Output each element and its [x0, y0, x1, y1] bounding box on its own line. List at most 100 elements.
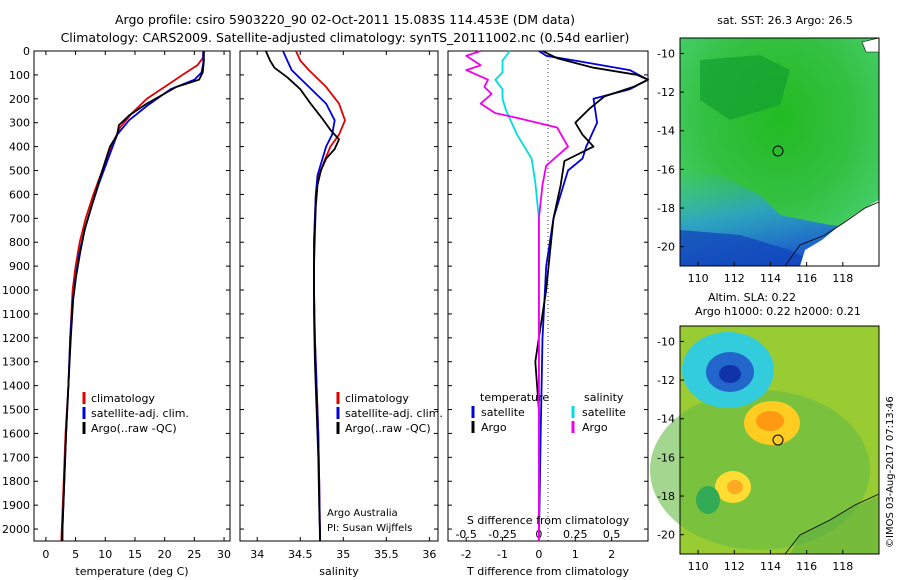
- depth-axis-ticks: 0 100 200 300 400 500 600 700 800 900 1000 1100 1200…: [2, 45, 230, 536]
- difference-panel: -2 -1 0 1 2-0.5 -0.25 0 0.25 0.5 temperature sat…: [447, 50, 649, 578]
- argo-raw-qc--line: [264, 50, 340, 542]
- x-tick-label: 35: [336, 548, 350, 561]
- lon-tick-label: 110: [688, 272, 709, 285]
- lon-tick-label: 110: [688, 560, 709, 573]
- lat-tick-label: -20: [657, 529, 675, 542]
- temperature-argo-line: [534, 50, 649, 541]
- sst-argo-position-marker: [772, 145, 784, 157]
- legend-title-salinity: salinity: [584, 391, 624, 404]
- legend-title-temperature: temperature: [480, 391, 549, 404]
- t-tick-label: -2: [461, 548, 472, 561]
- depth-tick-label: 1200: [2, 332, 30, 345]
- lat-tick-label: -12: [657, 86, 675, 99]
- sla-latitude-ticks: -10 -12 -14 -16 -18 -20: [657, 335, 684, 542]
- pi-label: PI: Susan Wijffels: [327, 523, 412, 534]
- t-difference-xlabel: T difference from climatology: [466, 565, 629, 578]
- salinity-series: [264, 50, 346, 542]
- sla-map-title-1: Altim. SLA: 0.22: [708, 291, 796, 304]
- lon-tick-label: 118: [832, 560, 853, 573]
- depth-tick-label: 500: [9, 165, 30, 178]
- sla-map: Altim. SLA: 0.22 Argo h1000: 0.22 h2000:…: [650, 291, 880, 573]
- sst-longitude-ticks: 110 112 114 116 118: [688, 262, 853, 285]
- temperature-legend: climatology satellite-adj. clim. Argo(..…: [82, 392, 189, 435]
- sst-coast: [800, 200, 879, 266]
- title-line-1: Argo profile: csiro 5903220_90 02-Oct-20…: [115, 12, 575, 27]
- depth-tick-label: 1500: [2, 404, 30, 417]
- s-tick-label: 0.5: [603, 528, 621, 541]
- x-tick-label: 36: [422, 548, 436, 561]
- depth-tick-label: 100: [9, 69, 30, 82]
- legend-label-temp-satellite: satellite: [481, 406, 525, 419]
- lat-tick-label: -10: [657, 47, 675, 60]
- temperature-plot-frame: [33, 50, 231, 542]
- lat-tick-label: -18: [657, 202, 675, 215]
- x-tick-label: 25: [187, 548, 201, 561]
- sst-cool-band: [680, 230, 820, 266]
- depth-tick-label: 1000: [2, 284, 30, 297]
- depth-tick-label: 1600: [2, 427, 30, 440]
- t-tick-label: -1: [497, 548, 508, 561]
- lat-tick-label: -10: [657, 335, 675, 348]
- x-tick-label: 20: [158, 548, 172, 561]
- s-difference-xlabel: S difference from climatology: [467, 514, 630, 527]
- depth-tick-label: 700: [9, 212, 30, 225]
- legend-label-satellite: satellite-adj. clim.: [91, 407, 189, 420]
- s-tick-label: -0.25: [488, 528, 516, 541]
- depth-tick-label: 1100: [2, 308, 30, 321]
- lat-tick-label: -20: [657, 241, 675, 254]
- x-tick-label: 34.5: [288, 548, 313, 561]
- depth-tick-label: 1800: [2, 475, 30, 488]
- sla-map-title-2: Argo h1000: 0.22 h2000: 0.21: [695, 305, 861, 318]
- sla-longitude-ticks: 110 112 114 116 118: [688, 550, 853, 573]
- legend-label-climatology: climatology: [345, 392, 409, 405]
- depth-tick-label: 2000: [2, 523, 30, 536]
- sla-map-frame: [679, 325, 880, 555]
- t-tick-label: 0: [535, 548, 542, 561]
- t-tick-label: 2: [608, 548, 615, 561]
- lon-tick-label: 112: [724, 272, 745, 285]
- sst-coastline: [784, 201, 880, 267]
- sla-coast: [790, 496, 879, 554]
- argo-australia-label: Argo Australia: [327, 508, 398, 519]
- lat-tick-label: -18: [657, 490, 675, 503]
- temperature-satellite-line: [538, 50, 649, 542]
- salinity-argo-line: [465, 50, 569, 541]
- salinity-plot-frame: [239, 50, 439, 542]
- x-tick-label: 35.5: [374, 548, 399, 561]
- argo-raw-qc--line: [61, 51, 205, 541]
- salinity-legend: climatology satellite-adj. clim. Argo(..…: [336, 392, 443, 435]
- x-tick-label: 5: [72, 548, 79, 561]
- difference-legend: temperature satellite Argo salinity sate…: [471, 391, 626, 434]
- lon-tick-label: 114: [760, 272, 781, 285]
- salinity-axis-ticks: 34 34.5 35 35.5 36: [250, 51, 436, 561]
- depth-tick-label: 1400: [2, 380, 30, 393]
- sst-latitude-ticks: -10 -12 -14 -16 -18 -20: [657, 47, 684, 254]
- depth-tick-label: 0: [23, 45, 30, 58]
- depth-tick-label: 1300: [2, 356, 30, 369]
- sla-argo-position-marker: [772, 434, 784, 446]
- lat-tick-label: -16: [657, 451, 675, 464]
- difference-depth-ticks: [448, 50, 648, 530]
- lon-tick-label: 114: [760, 560, 781, 573]
- depth-tick-label: 800: [9, 236, 30, 249]
- t-tick-label: 1: [572, 548, 579, 561]
- depth-tick-label: 900: [9, 260, 30, 273]
- x-tick-label: 30: [217, 548, 231, 561]
- s-tick-label: -0.5: [455, 528, 476, 541]
- temperature-axis-ticks: 0 5 10 15 20 25 30: [42, 51, 231, 561]
- lon-tick-label: 116: [796, 560, 817, 573]
- sla-low-south: [696, 486, 720, 514]
- depth-tick-label: 600: [9, 188, 30, 201]
- salinity-depth-ticks: [240, 50, 438, 530]
- legend-label-argo: Argo(..raw -QC): [91, 422, 177, 435]
- sst-map-title: sat. SST: 26.3 Argo: 26.5: [717, 14, 853, 27]
- x-tick-label: 15: [128, 548, 142, 561]
- lat-tick-label: -14: [657, 413, 675, 426]
- depth-tick-label: 300: [9, 117, 30, 130]
- temperature-panel: 0100200300400500600700800900100011001200…: [2, 45, 231, 578]
- lat-tick-label: -16: [657, 163, 675, 176]
- s-tick-label: 0.25: [563, 528, 588, 541]
- salinity-xlabel: salinity: [319, 565, 359, 578]
- depth-tick-label: 200: [9, 93, 30, 106]
